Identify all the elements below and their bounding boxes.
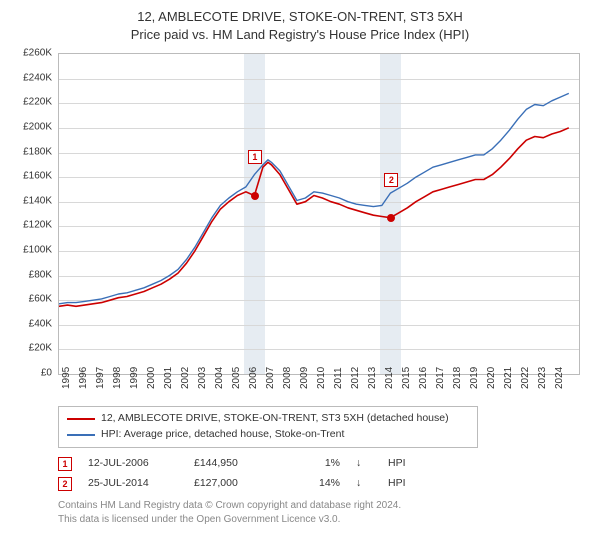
y-tick-label: £260K — [23, 48, 52, 59]
chart-marker-2: 2 — [384, 173, 398, 187]
x-tick-label: 1998 — [112, 367, 123, 389]
x-tick-label: 1996 — [78, 367, 89, 389]
x-tick-label: 2013 — [367, 367, 378, 389]
x-tick-label: 2023 — [537, 367, 548, 389]
sale-1-price: £144,950 — [194, 454, 274, 474]
y-tick-label: £140K — [23, 195, 52, 206]
x-tick-label: 2009 — [299, 367, 310, 389]
x-tick-label: 2007 — [265, 367, 276, 389]
legend-item-hpi: HPI: Average price, detached house, Stok… — [67, 427, 469, 443]
y-tick-label: £40K — [29, 318, 52, 329]
y-tick-label: £20K — [29, 343, 52, 354]
footer: Contains HM Land Registry data © Crown c… — [58, 499, 588, 526]
x-tick-label: 2019 — [469, 367, 480, 389]
legend-label-property: 12, AMBLECOTE DRIVE, STOKE-ON-TRENT, ST3… — [101, 411, 449, 427]
plot-area: 12 — [58, 53, 580, 375]
x-tick-label: 2008 — [282, 367, 293, 389]
x-tick-label: 2018 — [452, 367, 463, 389]
legend-label-hpi: HPI: Average price, detached house, Stok… — [101, 427, 344, 443]
x-tick-label: 2017 — [435, 367, 446, 389]
x-tick-label: 1997 — [95, 367, 106, 389]
x-axis: 1995199619971998199920002001200220032004… — [58, 375, 578, 403]
down-arrow-icon: ↓ — [356, 474, 372, 494]
sale-point-1 — [251, 192, 259, 200]
sales-row-2: 2 25-JUL-2014 £127,000 14% ↓ HPI — [58, 474, 558, 494]
x-tick-label: 2011 — [333, 368, 344, 390]
x-tick-label: 2001 — [163, 367, 174, 389]
x-tick-label: 2021 — [503, 367, 514, 389]
title-line-1: 12, AMBLECOTE DRIVE, STOKE-ON-TRENT, ST3… — [12, 8, 588, 26]
y-tick-label: £100K — [23, 245, 52, 256]
x-tick-label: 2022 — [520, 367, 531, 389]
x-tick-label: 2005 — [231, 367, 242, 389]
x-tick-label: 1995 — [61, 367, 72, 389]
x-tick-label: 2000 — [146, 367, 157, 389]
y-tick-label: £240K — [23, 72, 52, 83]
x-tick-label: 2015 — [401, 367, 412, 389]
y-tick-label: £160K — [23, 171, 52, 182]
y-tick-label: £180K — [23, 146, 52, 157]
y-tick-label: £60K — [29, 294, 52, 305]
marker-1-icon: 1 — [58, 457, 72, 471]
y-tick-label: £120K — [23, 220, 52, 231]
x-tick-label: 2010 — [316, 367, 327, 389]
x-tick-label: 2020 — [486, 367, 497, 389]
sale-2-tag: HPI — [388, 474, 418, 494]
x-tick-label: 2003 — [197, 367, 208, 389]
y-axis: £0£20K£40K£60K£80K£100K£120K£140K£160K£1… — [12, 53, 56, 373]
y-tick-label: £80K — [29, 269, 52, 280]
title-line-2: Price paid vs. HM Land Registry's House … — [12, 26, 588, 44]
y-tick-label: £0 — [41, 368, 52, 379]
legend-swatch-blue — [67, 434, 95, 436]
footer-line-1: Contains HM Land Registry data © Crown c… — [58, 499, 588, 513]
y-tick-label: £200K — [23, 121, 52, 132]
sale-point-2 — [387, 214, 395, 222]
x-tick-label: 2002 — [180, 367, 191, 389]
chart-area: £0 £20K £40K £60K £80K £100K £120K £140K £160K £1… — [12, 49, 588, 404]
sale-2-pct: 14% — [290, 474, 340, 494]
x-tick-label: 2016 — [418, 367, 429, 389]
sales-row-1: 1 12-JUL-2006 £144,950 1% ↓ HPI — [58, 454, 558, 474]
x-tick-label: 1999 — [129, 367, 140, 389]
down-arrow-icon: ↓ — [356, 454, 372, 474]
chart-marker-1: 1 — [248, 150, 262, 164]
sale-2-price: £127,000 — [194, 474, 274, 494]
marker-2-icon: 2 — [58, 477, 72, 491]
chart-svg — [59, 54, 579, 374]
x-tick-label: 2006 — [248, 367, 259, 389]
x-tick-label: 2012 — [350, 367, 361, 389]
sale-1-date: 12-JUL-2006 — [88, 454, 178, 474]
sale-2-date: 25-JUL-2014 — [88, 474, 178, 494]
x-tick-label: 2004 — [214, 367, 225, 389]
legend-item-property: 12, AMBLECOTE DRIVE, STOKE-ON-TRENT, ST3… — [67, 411, 469, 427]
sale-1-tag: HPI — [388, 454, 418, 474]
legend: 12, AMBLECOTE DRIVE, STOKE-ON-TRENT, ST3… — [58, 406, 478, 448]
x-tick-label: 2014 — [384, 367, 395, 389]
chart-title: 12, AMBLECOTE DRIVE, STOKE-ON-TRENT, ST3… — [12, 8, 588, 43]
x-tick-label: 2024 — [554, 367, 565, 389]
y-tick-label: £220K — [23, 97, 52, 108]
sale-1-pct: 1% — [290, 454, 340, 474]
footer-line-2: This data is licensed under the Open Gov… — [58, 513, 588, 527]
legend-swatch-red — [67, 418, 95, 420]
sales-table: 1 12-JUL-2006 £144,950 1% ↓ HPI 2 25-JUL… — [58, 454, 558, 494]
